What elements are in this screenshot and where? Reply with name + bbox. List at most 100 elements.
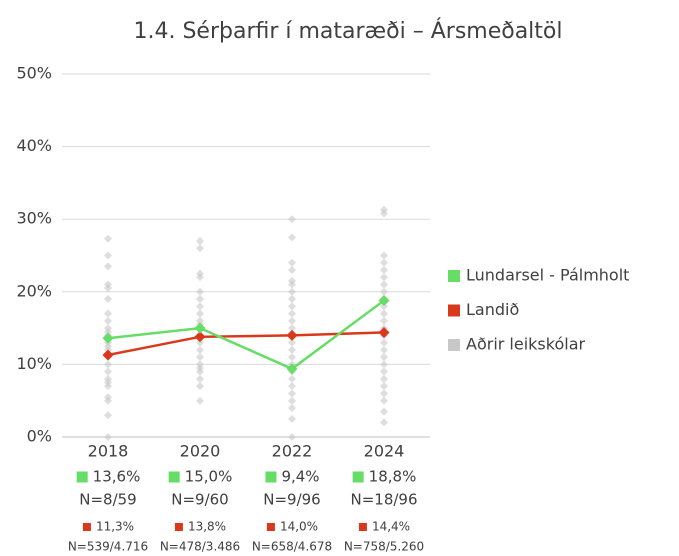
x-tick-label: 2020 (180, 442, 221, 461)
value-label: 15,0% (185, 468, 233, 486)
value-label-swatch (265, 471, 277, 483)
other-point (380, 280, 388, 289)
other-point (288, 353, 296, 362)
other-point (104, 367, 112, 376)
x-tick-label: 2022 (272, 442, 313, 461)
other-point (196, 353, 204, 362)
x-tick-label: 2024 (364, 442, 405, 461)
other-point (288, 295, 296, 304)
legend-swatch (448, 270, 460, 282)
other-point (288, 414, 296, 423)
other-point (104, 316, 112, 325)
other-point (380, 389, 388, 398)
legend-swatch (448, 304, 460, 317)
n-label: N=9/60 (171, 491, 228, 509)
other-point (104, 262, 112, 271)
value-label: 13,6% (93, 468, 141, 486)
series-point (378, 295, 390, 307)
value-label: 18,8% (369, 468, 417, 486)
other-point (288, 374, 296, 383)
other-point (380, 273, 388, 282)
other-point (380, 374, 388, 383)
other-point (196, 396, 204, 405)
other-point (288, 389, 296, 398)
other-point (288, 345, 296, 354)
y-tick-label: 10% (16, 354, 52, 373)
other-point (196, 382, 204, 391)
other-point (380, 251, 388, 260)
other-point (104, 251, 112, 260)
value-label: 14,4% (372, 520, 410, 534)
other-point (196, 302, 204, 311)
value-label-swatch (82, 523, 91, 531)
x-tick-label: 2018 (88, 442, 129, 461)
other-point (104, 396, 112, 405)
other-point (380, 309, 388, 318)
other-point (380, 209, 388, 218)
other-point (196, 374, 204, 383)
other-point (380, 338, 388, 347)
other-point (380, 353, 388, 362)
n-label: N=8/59 (79, 491, 136, 509)
other-point (196, 367, 204, 376)
other-point (196, 309, 204, 318)
value-label-swatch (266, 523, 275, 531)
other-point (104, 411, 112, 420)
other-point (288, 324, 296, 333)
other-point (380, 396, 388, 405)
value-label: 9,4% (281, 468, 319, 486)
value-label: 11,3% (96, 520, 134, 534)
y-tick-label: 50% (16, 64, 52, 83)
legend-label: Aðrir leikskólar (466, 335, 585, 354)
other-point (380, 258, 388, 267)
other-point (288, 382, 296, 391)
other-point (380, 367, 388, 376)
other-point (104, 433, 112, 441)
other-point (380, 418, 388, 427)
n-label: N=9/96 (263, 491, 320, 509)
series-point (102, 349, 114, 361)
other-point (288, 338, 296, 347)
series-point (286, 329, 298, 341)
series-line (107, 331, 385, 357)
other-point (288, 403, 296, 412)
series-point (194, 322, 206, 334)
other-point (288, 215, 296, 224)
value-label: 14,0% (280, 520, 318, 534)
value-label-swatch (352, 471, 364, 483)
other-point (196, 338, 204, 347)
other-point (288, 309, 296, 318)
y-tick-label: 0% (27, 427, 52, 446)
other-point (288, 302, 296, 311)
other-point (196, 236, 204, 245)
other-point (196, 287, 204, 296)
series-point (194, 331, 206, 343)
other-point (288, 258, 296, 267)
other-point (104, 360, 112, 369)
other-point (104, 382, 112, 391)
other-point (196, 273, 204, 282)
other-point (380, 382, 388, 391)
other-point (104, 234, 112, 243)
other-point (104, 295, 112, 304)
n-label: N=758/5.260 (344, 540, 424, 554)
other-point (380, 316, 388, 325)
legend-label: Lundarsel - Pálmholt (466, 266, 629, 285)
other-point (380, 345, 388, 354)
value-label-swatch (76, 471, 88, 483)
series-line (107, 299, 385, 371)
other-point (104, 309, 112, 318)
y-tick-label: 40% (16, 136, 52, 155)
legend-label: Landið (466, 300, 519, 319)
other-point (380, 407, 388, 416)
n-label: N=539/4.716 (68, 540, 148, 554)
n-label: N=478/3.486 (160, 540, 240, 554)
y-tick-label: 30% (16, 209, 52, 228)
other-point (288, 266, 296, 275)
n-label: N=658/4.678 (252, 540, 332, 554)
other-point (288, 280, 296, 289)
other-point (288, 396, 296, 405)
other-point (104, 284, 112, 293)
value-label-swatch (358, 523, 367, 531)
